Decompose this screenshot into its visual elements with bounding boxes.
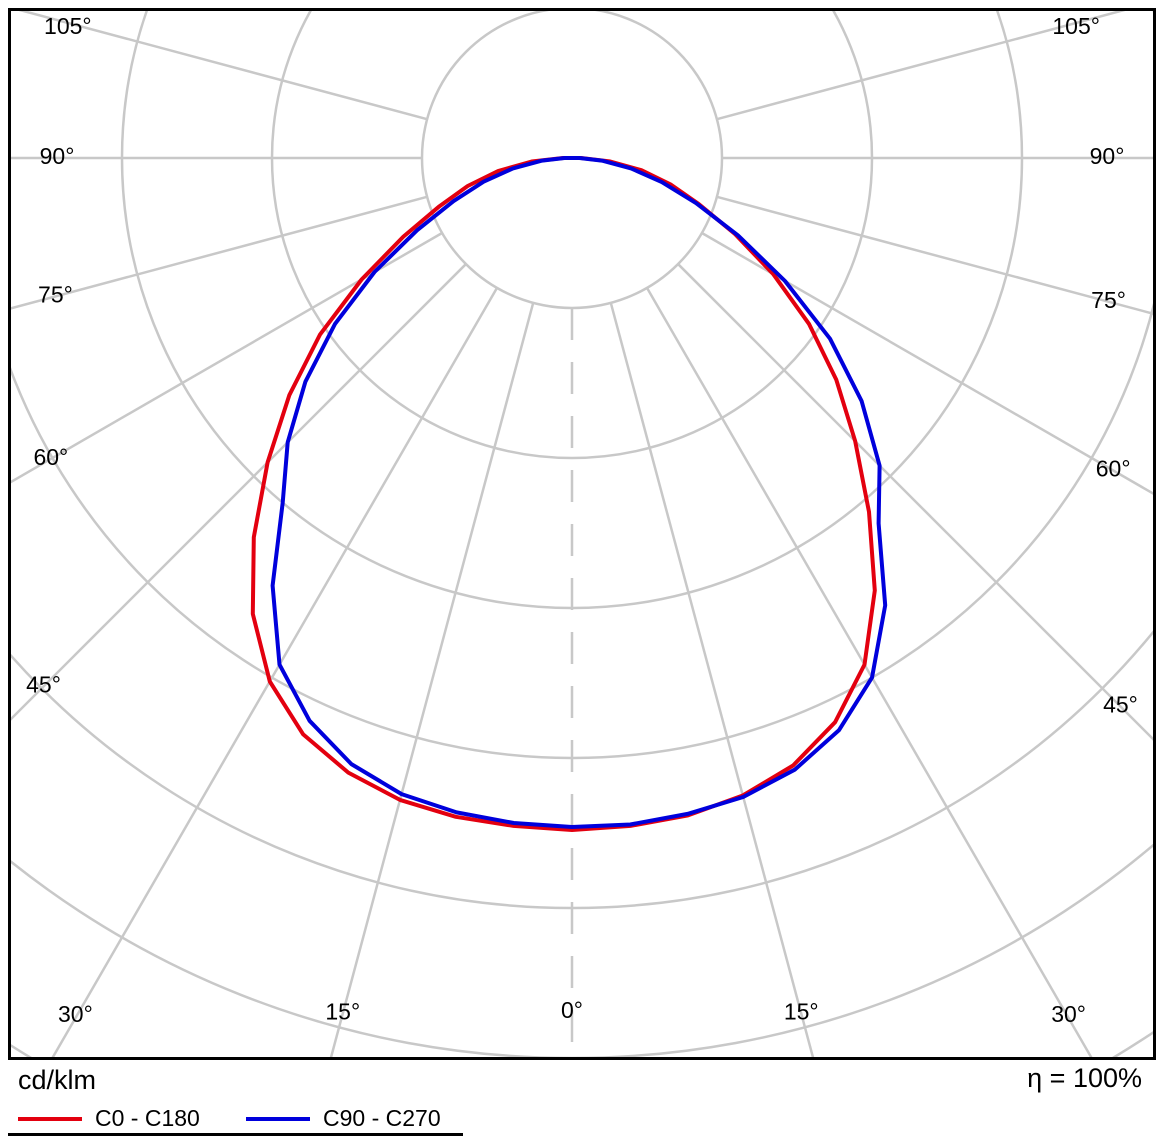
angle-label: 60°: [1096, 456, 1131, 482]
grid-radial-line: [716, 195, 1153, 315]
grid-radial-line: [329, 302, 535, 1058]
legend-item-c90-c270: C90 - C270: [246, 1105, 441, 1131]
grid-radial-line: [50, 287, 499, 1058]
legend-item-c0-c180: C0 - C180: [18, 1105, 200, 1131]
angle-label: 30°: [58, 1001, 93, 1027]
curve-c90-c270: [270, 156, 888, 829]
angle-label: 30°: [1051, 1001, 1086, 1027]
angle-label: 0°: [561, 997, 583, 1023]
legend-line-c0-c180-icon: [18, 1116, 82, 1121]
grid-radial-line: [11, 231, 443, 484]
angle-label: 60°: [33, 444, 68, 470]
grid-radial-line: [609, 302, 815, 1058]
grid-ring: [11, 629, 1153, 910]
legend-line-c90-c270-icon: [246, 1116, 310, 1121]
efficiency-label: η = 100%: [1027, 1063, 1142, 1093]
angle-label: 90°: [1090, 143, 1125, 169]
grid-radial-line: [11, 263, 467, 721]
grid-radial-line: [701, 231, 1153, 495]
grid-radial-line: [677, 263, 1153, 741]
curve-c0-c180: [250, 156, 877, 832]
grid-radial-line: [716, 11, 1126, 121]
angle-label: 75°: [1091, 287, 1126, 313]
angle-label: 105°: [1052, 13, 1100, 39]
grid-ring: [11, 11, 1153, 760]
grid-radial-line: [11, 195, 428, 310]
angle-label: 45°: [1103, 692, 1138, 718]
angle-label: 45°: [26, 672, 61, 698]
angle-label: 90°: [40, 143, 75, 169]
grid-radial-line: [18, 11, 428, 121]
legend-divider: [8, 1133, 463, 1136]
grid-radial-line: [645, 287, 1094, 1058]
angle-label: 15°: [325, 999, 360, 1025]
angle-label: 105°: [44, 13, 92, 39]
legend-label-c90-c270: C90 - C270: [323, 1105, 441, 1131]
angle-label: 75°: [38, 281, 73, 307]
units-label: cd/klm: [18, 1065, 97, 1095]
legend-label-c0-c180: C0 - C180: [95, 1105, 200, 1131]
plot-border: [8, 8, 1156, 1060]
angle-label: 15°: [784, 999, 819, 1025]
